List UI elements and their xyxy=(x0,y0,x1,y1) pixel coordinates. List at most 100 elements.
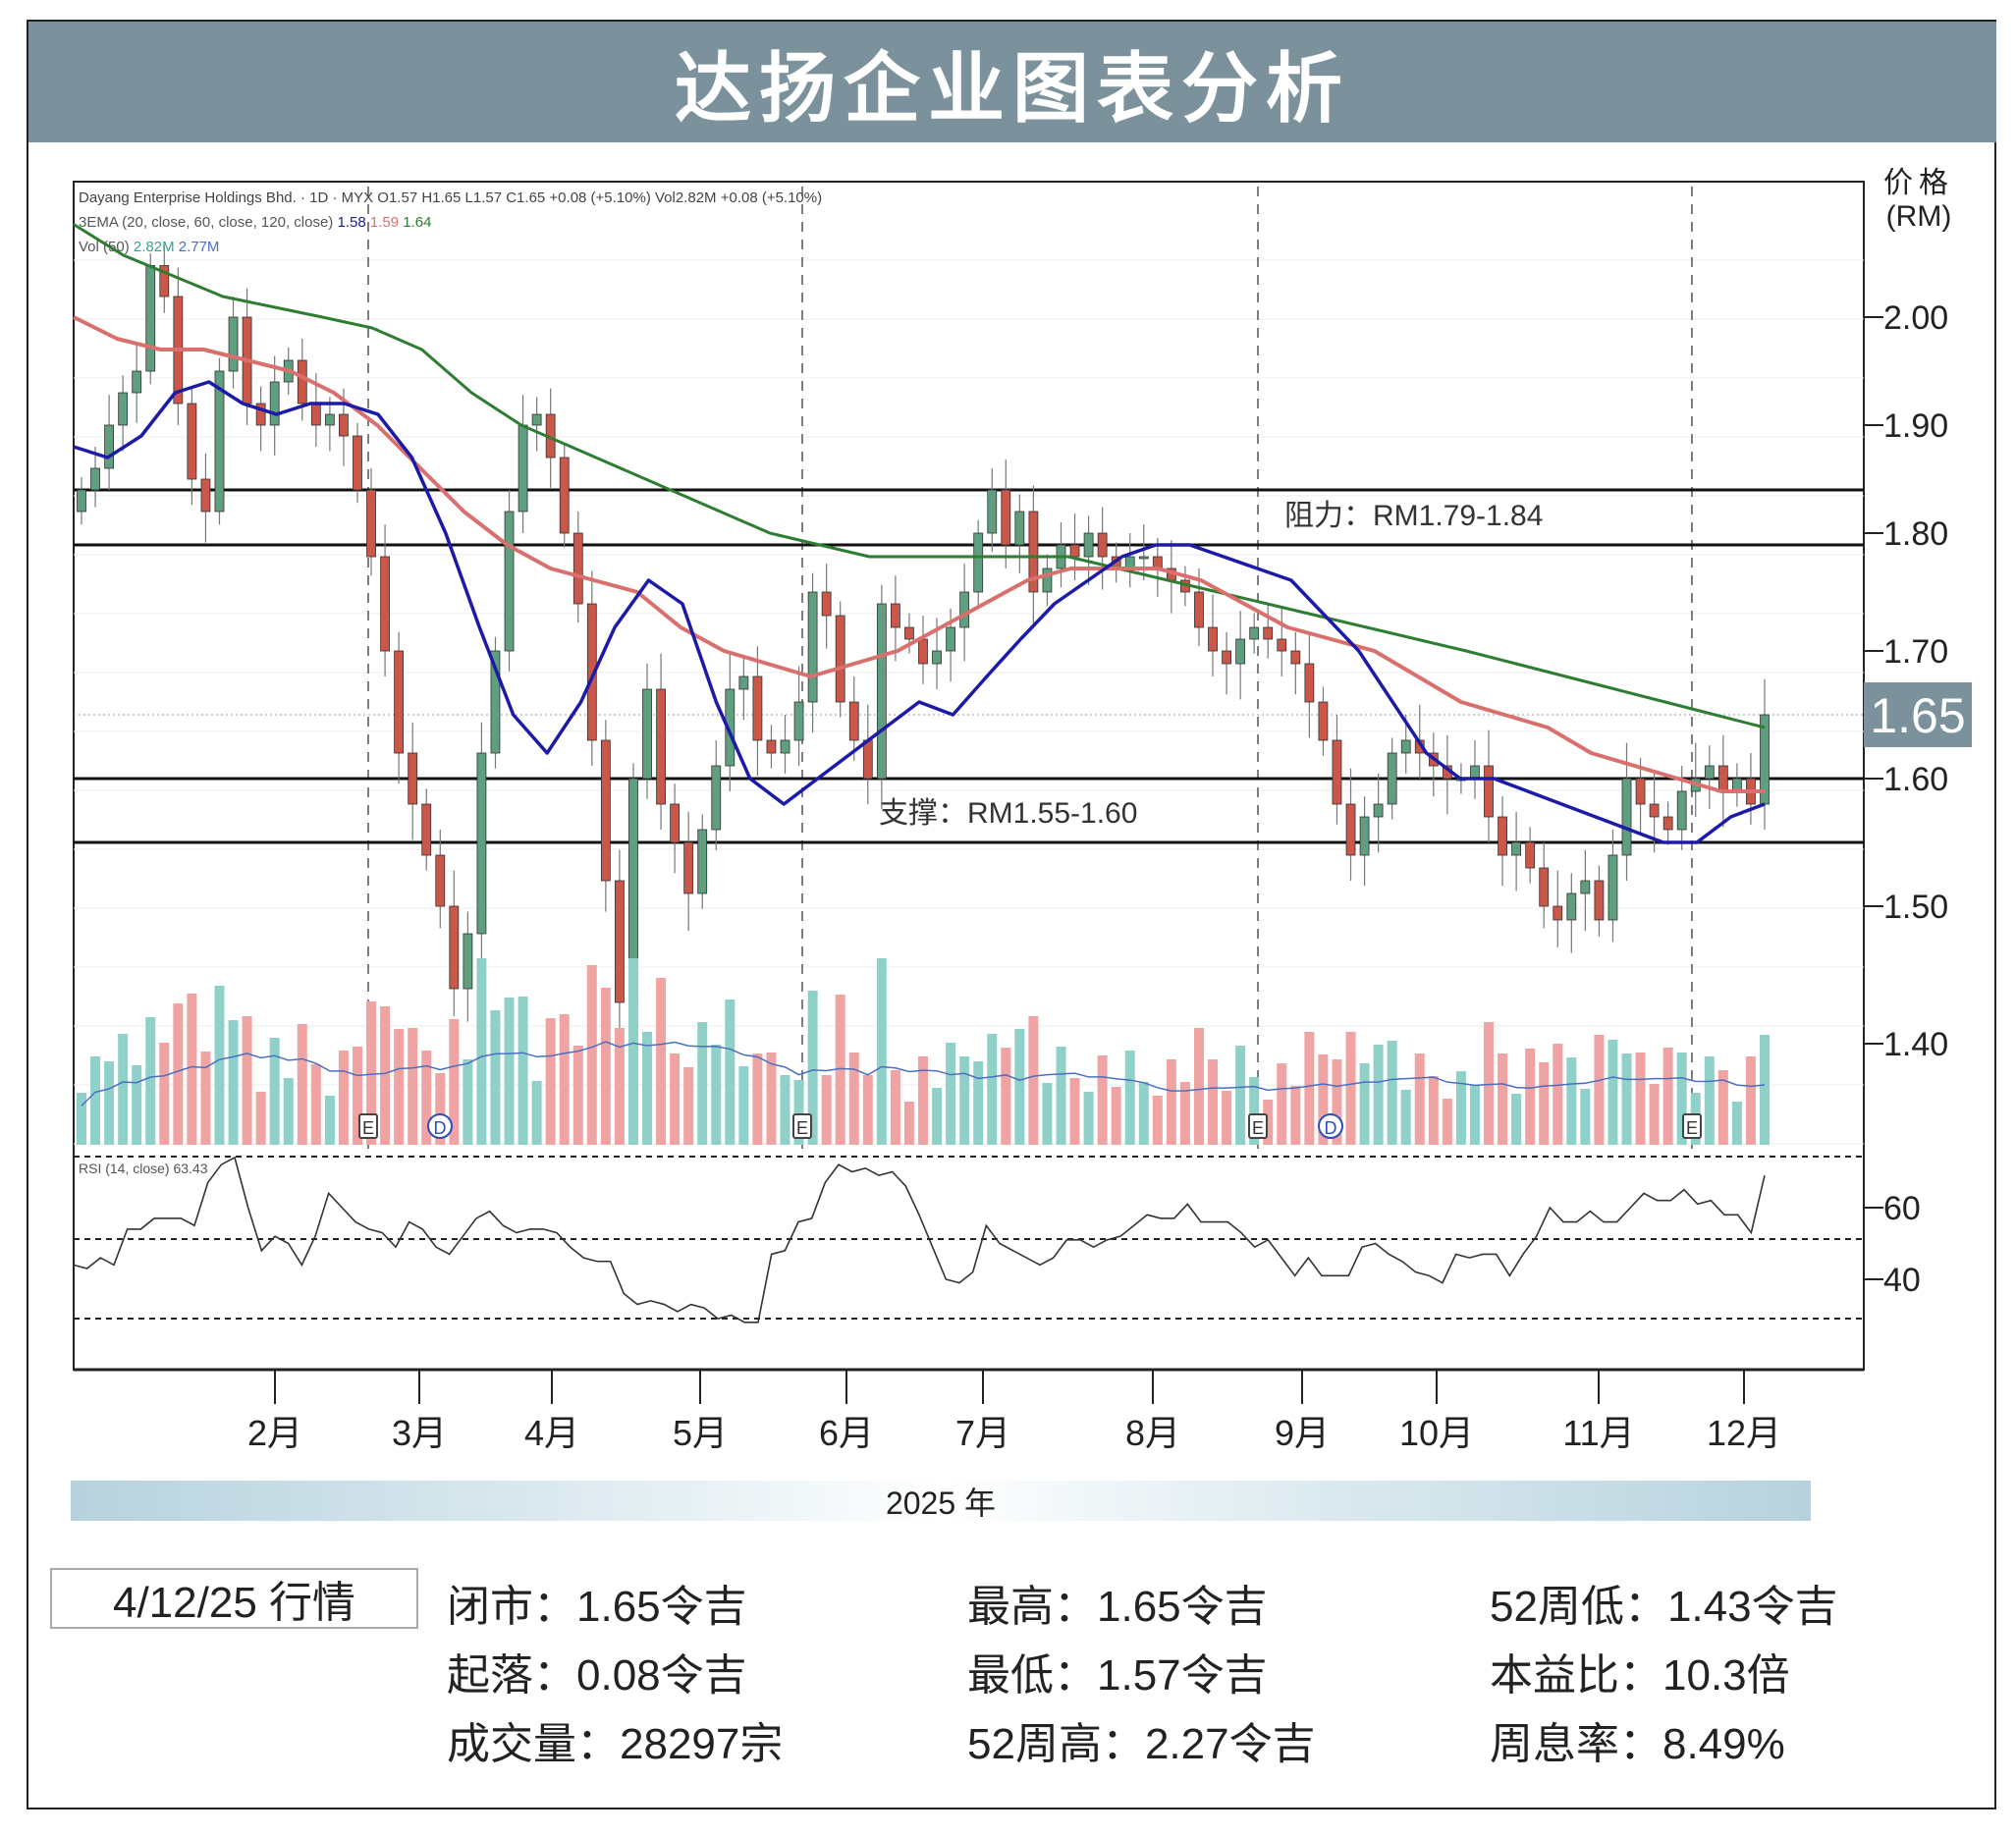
candle-up xyxy=(504,511,515,652)
volume-bar xyxy=(490,1010,501,1145)
volume-bar xyxy=(918,1056,928,1145)
legend-ema: 3EMA (20, close, 60, close, 120, close) … xyxy=(79,214,431,231)
volume-bar xyxy=(738,1066,749,1145)
candle-down xyxy=(656,688,666,805)
volume-bar xyxy=(559,1014,570,1145)
price-tick-label: 1.60 xyxy=(1883,761,1948,798)
candle-down xyxy=(683,841,694,894)
candle-up xyxy=(1138,556,1149,560)
volume-bar xyxy=(876,958,887,1145)
candle-down xyxy=(1208,626,1218,652)
rsi-line xyxy=(73,1156,1766,1323)
candle-up xyxy=(697,829,708,894)
candle-up xyxy=(1235,638,1246,665)
year-label: 2025 年 xyxy=(885,1485,997,1521)
volume-bar xyxy=(752,1053,763,1145)
month-label: 11月 xyxy=(1562,1413,1634,1453)
volume-bar xyxy=(1607,1040,1618,1145)
support-label: 支撑：RM1.55-1.60 xyxy=(879,797,1137,830)
volume-bar xyxy=(572,1046,583,1145)
volume-bar xyxy=(959,1056,970,1145)
candle-down xyxy=(380,556,390,652)
volume-bar xyxy=(932,1088,943,1145)
candle-up xyxy=(214,370,225,513)
volume-bar xyxy=(1111,1087,1121,1145)
month-label: 6月 xyxy=(819,1413,874,1453)
candle-up xyxy=(1083,532,1094,558)
marker-label: D xyxy=(1325,1118,1337,1138)
price-axis-unit-label: 价格 xyxy=(1883,167,1954,199)
candle-up xyxy=(1580,880,1591,894)
candle-down xyxy=(766,739,777,754)
volume-bar xyxy=(200,1052,211,1145)
price-tick-label: 2.00 xyxy=(1883,299,1948,337)
candle-up xyxy=(90,467,100,491)
volume-bar xyxy=(77,1093,86,1145)
volume-bar xyxy=(1580,1089,1591,1145)
candle-down xyxy=(353,435,362,491)
candle-up xyxy=(642,688,652,780)
marker-box xyxy=(358,1113,378,1139)
candle-down xyxy=(1263,626,1274,640)
candle-up xyxy=(518,424,528,513)
stat-high: 最高：1.65令吉 xyxy=(967,1583,1268,1631)
candle-down xyxy=(1635,778,1646,805)
volume-bar xyxy=(835,995,845,1145)
ema20-line xyxy=(73,380,1766,844)
volume-bar xyxy=(614,1028,625,1145)
month-label: 7月 xyxy=(955,1413,1010,1453)
volume-bar xyxy=(987,1034,998,1145)
price-tick-label: 1.70 xyxy=(1883,633,1948,671)
marker-label: E xyxy=(796,1118,808,1138)
candle-up xyxy=(959,591,970,628)
candle-up xyxy=(973,532,984,593)
candle-up xyxy=(1470,765,1480,780)
volume-bar xyxy=(793,1080,804,1145)
volume-bar xyxy=(352,1047,362,1145)
month-label: 10月 xyxy=(1399,1413,1474,1453)
candle-up xyxy=(531,413,542,426)
candle-up xyxy=(946,626,955,652)
volume-bar xyxy=(1042,1083,1053,1145)
candle-up xyxy=(463,933,473,990)
month-label: 8月 xyxy=(1125,1413,1180,1453)
candle-down xyxy=(408,752,418,805)
page-title: 达扬企业图表分析 xyxy=(674,44,1350,134)
stat-pe-ratio: 本益比：10.3倍 xyxy=(1490,1651,1790,1700)
volume-bar xyxy=(848,1053,859,1145)
volume-bar xyxy=(297,1024,307,1145)
candle-down xyxy=(1097,532,1108,558)
volume-bar xyxy=(670,1053,681,1145)
candle-up xyxy=(725,688,736,767)
month-label: 4月 xyxy=(524,1413,579,1453)
volume-bar xyxy=(476,958,487,1145)
candle-up xyxy=(1387,752,1397,805)
volume-bar xyxy=(1717,1070,1728,1145)
volume-bar xyxy=(1332,1059,1342,1145)
candle-down xyxy=(1318,701,1329,741)
candle-up xyxy=(1621,778,1632,856)
candle-down xyxy=(1028,511,1039,593)
volume-bar xyxy=(187,994,197,1145)
volume-bar xyxy=(821,1075,832,1145)
volume-bar xyxy=(1387,1041,1397,1145)
candle-down xyxy=(835,615,845,703)
candle-up xyxy=(77,489,86,513)
stat-close: 闭市：1.65令吉 xyxy=(447,1583,747,1631)
candle-down xyxy=(255,403,266,426)
volume-bar xyxy=(862,1075,873,1145)
volume-bar xyxy=(269,1038,280,1145)
candle-down xyxy=(1717,765,1728,792)
candle-up xyxy=(1014,511,1025,546)
legend-symbol-line: Dayang Enterprise Holdings Bhd. · 1D · M… xyxy=(79,189,822,206)
price-tick-label: 1.90 xyxy=(1883,407,1948,445)
volume-bar xyxy=(683,1067,694,1145)
ema120-line xyxy=(73,223,1766,729)
candle-down xyxy=(752,675,763,741)
candle-up xyxy=(807,591,818,703)
volume-bar xyxy=(1179,1082,1190,1145)
volume-bar xyxy=(1028,1016,1039,1145)
candle-up xyxy=(1704,765,1715,780)
candle-down xyxy=(1277,638,1287,652)
month-label: 9月 xyxy=(1275,1413,1330,1453)
